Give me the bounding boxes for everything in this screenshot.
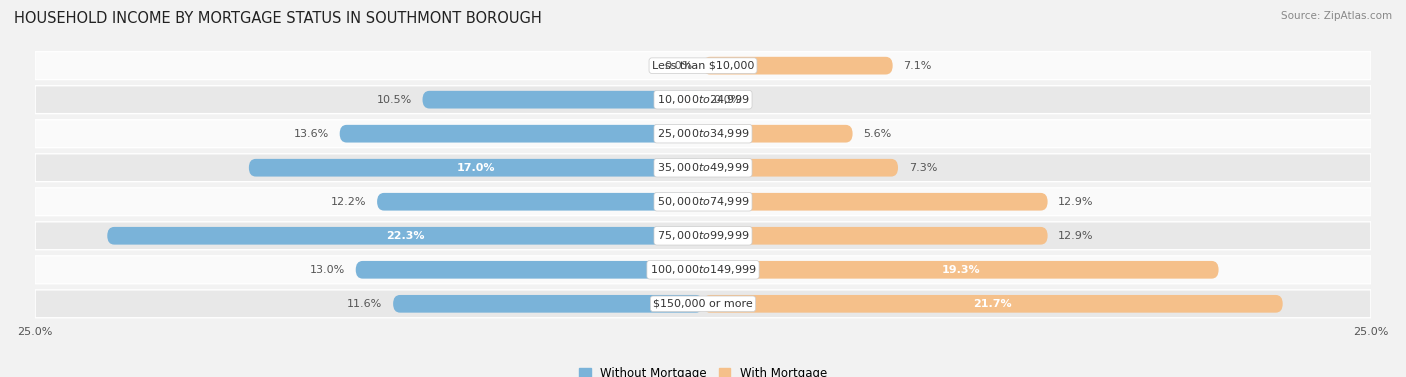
Text: 11.6%: 11.6%	[347, 299, 382, 309]
Legend: Without Mortgage, With Mortgage: Without Mortgage, With Mortgage	[579, 367, 827, 377]
FancyBboxPatch shape	[35, 256, 1371, 284]
FancyBboxPatch shape	[356, 261, 703, 279]
Text: 13.6%: 13.6%	[294, 129, 329, 139]
Text: $35,000 to $49,999: $35,000 to $49,999	[657, 161, 749, 174]
FancyBboxPatch shape	[249, 159, 703, 176]
Text: $25,000 to $34,999: $25,000 to $34,999	[657, 127, 749, 140]
FancyBboxPatch shape	[107, 227, 703, 245]
Text: 5.6%: 5.6%	[863, 129, 891, 139]
Text: $100,000 to $149,999: $100,000 to $149,999	[650, 263, 756, 276]
Text: 0.0%: 0.0%	[714, 95, 742, 105]
Text: 21.7%: 21.7%	[973, 299, 1012, 309]
FancyBboxPatch shape	[35, 290, 1371, 318]
FancyBboxPatch shape	[35, 86, 1371, 113]
FancyBboxPatch shape	[703, 295, 1282, 313]
Text: 7.3%: 7.3%	[908, 163, 936, 173]
FancyBboxPatch shape	[703, 57, 893, 75]
FancyBboxPatch shape	[422, 91, 703, 109]
FancyBboxPatch shape	[35, 52, 1371, 80]
FancyBboxPatch shape	[703, 159, 898, 176]
FancyBboxPatch shape	[703, 227, 1047, 245]
Text: HOUSEHOLD INCOME BY MORTGAGE STATUS IN SOUTHMONT BOROUGH: HOUSEHOLD INCOME BY MORTGAGE STATUS IN S…	[14, 11, 541, 26]
Text: $50,000 to $74,999: $50,000 to $74,999	[657, 195, 749, 208]
Text: 12.9%: 12.9%	[1059, 231, 1094, 241]
Text: Less than $10,000: Less than $10,000	[652, 61, 754, 70]
Text: $150,000 or more: $150,000 or more	[654, 299, 752, 309]
Text: 22.3%: 22.3%	[385, 231, 425, 241]
Text: 7.1%: 7.1%	[903, 61, 932, 70]
Text: Source: ZipAtlas.com: Source: ZipAtlas.com	[1281, 11, 1392, 21]
Text: 0.0%: 0.0%	[664, 61, 692, 70]
FancyBboxPatch shape	[703, 125, 852, 143]
Text: $75,000 to $99,999: $75,000 to $99,999	[657, 229, 749, 242]
FancyBboxPatch shape	[35, 222, 1371, 250]
Text: 12.2%: 12.2%	[330, 197, 367, 207]
FancyBboxPatch shape	[35, 188, 1371, 216]
Text: $10,000 to $24,999: $10,000 to $24,999	[657, 93, 749, 106]
FancyBboxPatch shape	[703, 193, 1047, 211]
Text: 10.5%: 10.5%	[377, 95, 412, 105]
Text: 13.0%: 13.0%	[309, 265, 344, 275]
Text: 19.3%: 19.3%	[942, 265, 980, 275]
FancyBboxPatch shape	[394, 295, 703, 313]
FancyBboxPatch shape	[35, 120, 1371, 148]
Text: 12.9%: 12.9%	[1059, 197, 1094, 207]
FancyBboxPatch shape	[340, 125, 703, 143]
FancyBboxPatch shape	[35, 154, 1371, 182]
Text: 17.0%: 17.0%	[457, 163, 495, 173]
FancyBboxPatch shape	[377, 193, 703, 211]
FancyBboxPatch shape	[703, 261, 1219, 279]
